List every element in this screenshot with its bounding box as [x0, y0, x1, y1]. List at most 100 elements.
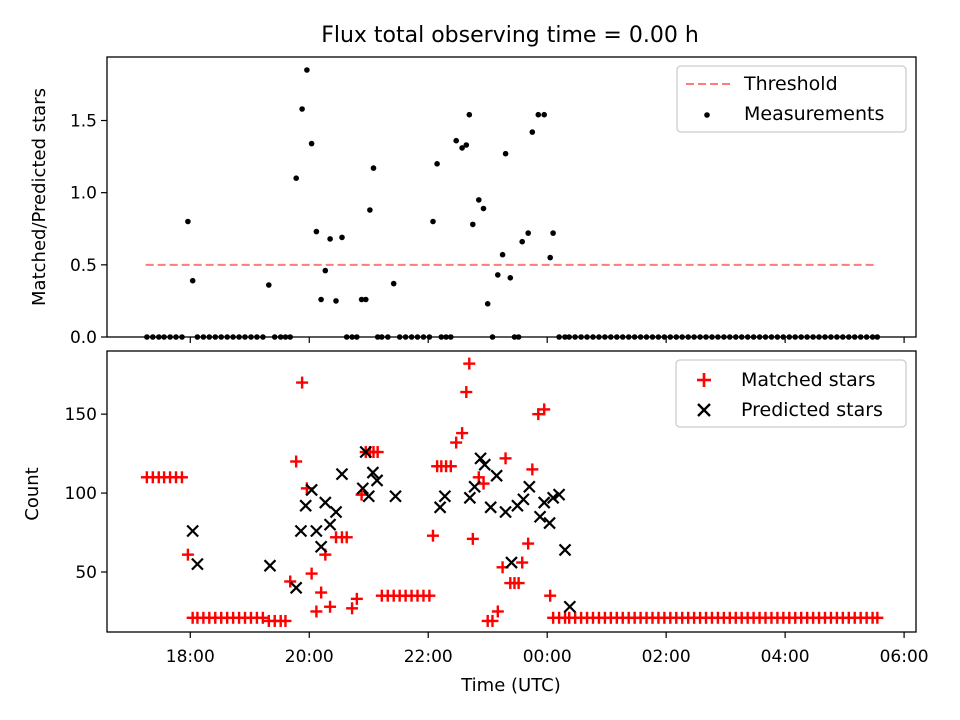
measurement-point [266, 282, 272, 288]
measurement-point [339, 234, 345, 241]
top-y-tick-label: 1.5 [70, 112, 97, 132]
predicted-star-marker [359, 445, 373, 459]
measurement-point [476, 197, 482, 203]
x-axis-label: Time (UTC) [460, 675, 561, 696]
top-y-tick-label: 1.0 [70, 184, 97, 204]
predicted-star-marker [463, 491, 477, 505]
measurement-point [363, 296, 369, 303]
measurement-point [502, 150, 509, 157]
measurement-point [370, 165, 377, 171]
matched-star-marker [305, 567, 318, 580]
legend-measurements-swatch [704, 112, 710, 118]
matched-star-marker [340, 531, 353, 544]
bottom-y-tick-label: 100 [65, 484, 97, 504]
predicted-star-marker [543, 516, 556, 530]
predicted-star-marker [314, 540, 328, 554]
top-y-axis: 0.0 0.5 1.0 1.5 [70, 112, 107, 348]
matched-star-marker [279, 614, 292, 627]
measurement-point [304, 67, 310, 73]
matched-star-marker [175, 471, 188, 484]
predicted-star-marker [474, 452, 487, 465]
matched-star-marker [499, 452, 512, 465]
matched-star-marker [426, 529, 439, 542]
measurement-point [327, 236, 333, 242]
measurement-point [535, 111, 542, 118]
matched-star-marker [486, 614, 499, 627]
legend-matched-swatch [697, 373, 711, 387]
predicted-star-marker [362, 489, 376, 503]
predicted-star-marker [310, 524, 323, 538]
matched-star-marker [466, 532, 479, 545]
matched-star-marker [456, 427, 469, 440]
measurement-point [547, 254, 553, 261]
matched-star-marker [296, 376, 309, 389]
predicted-star-marker [294, 524, 308, 538]
matched-star-marker [324, 600, 337, 613]
predicted-star-marker [438, 489, 452, 503]
matched-star-marker [522, 537, 535, 550]
top-y-tick-label: 0.0 [70, 328, 97, 348]
legend-threshold-label: Threshold [743, 73, 838, 95]
predicted-star-marker [319, 496, 332, 509]
matched-star-marker [526, 463, 539, 476]
matched-star-marker [512, 577, 525, 590]
measurement-point [308, 140, 315, 147]
measurement-point [499, 251, 506, 258]
measurement-point [453, 137, 460, 144]
measurement-point [519, 238, 525, 245]
predicted-star-marker [533, 510, 547, 524]
x-tick-label: 04:00 [761, 647, 810, 667]
top-legend: Threshold Measurements [676, 65, 907, 133]
x-tick-label: 22:00 [404, 647, 453, 667]
matched-star-marker [544, 589, 557, 602]
predicted-star-marker [263, 559, 277, 572]
predicted-star-marker [305, 483, 318, 497]
legend-matched-label: Matched stars [741, 369, 875, 391]
chart-title: Flux total observing time = 0.00 h [321, 23, 699, 48]
measurement-point [470, 221, 476, 228]
matched-star-marker [477, 477, 490, 490]
measurement-point [313, 228, 320, 235]
measurement-point [430, 218, 436, 225]
matched-star-marker [371, 446, 384, 459]
matched-star-marker [284, 575, 297, 588]
predicted-star-marker [191, 557, 204, 571]
x-tick-label: 20:00 [285, 647, 334, 667]
legend-measurements-label: Measurements [744, 103, 884, 125]
measurement-point [367, 207, 373, 213]
predicted-star-marker [366, 466, 380, 479]
x-tick-label: 18:00 [166, 647, 215, 667]
predicted-star-marker [186, 524, 199, 538]
predicted-star-marker [537, 496, 551, 509]
predicted-star-marker [299, 499, 312, 512]
bottom-plot-frame [106, 350, 917, 633]
x-tick-label: 00:00 [523, 647, 572, 667]
measurement-point [333, 298, 339, 304]
measurement-point [390, 280, 397, 287]
predicted-star-marker [433, 501, 447, 514]
top-y-tick-label: 0.5 [70, 256, 97, 276]
matched-star-marker [444, 460, 457, 473]
predicted-star-marker [523, 480, 536, 494]
bottom-y-tick-label: 50 [75, 563, 97, 583]
matched-star-marker [315, 586, 328, 599]
predicted-star-marker [329, 505, 343, 519]
predicted-star-marker [323, 518, 337, 531]
predicted-star-marker [552, 488, 566, 501]
predicted-star-marker [546, 491, 560, 505]
measurement-point [322, 267, 329, 274]
predicted-star-marker [289, 581, 303, 595]
bottom-legend-frame [675, 359, 907, 428]
predicted-star-marker [558, 543, 572, 557]
predicted-star-marker [563, 600, 577, 614]
measurement-point [299, 106, 305, 112]
predicted-star-marker [505, 556, 518, 569]
bottom-y-tick-label: 150 [65, 405, 97, 425]
measurement-point [507, 275, 514, 281]
measurement-point [318, 296, 324, 303]
predicted-star-marker [389, 489, 402, 503]
matched-star-marker [350, 592, 363, 605]
predicted-star-marker [370, 474, 384, 487]
predicted-star-marker [468, 480, 481, 494]
bottom-panel: 50 100 150 18:00 20:00 22:00 00:00 02:00 04:00 0… [22, 350, 929, 696]
